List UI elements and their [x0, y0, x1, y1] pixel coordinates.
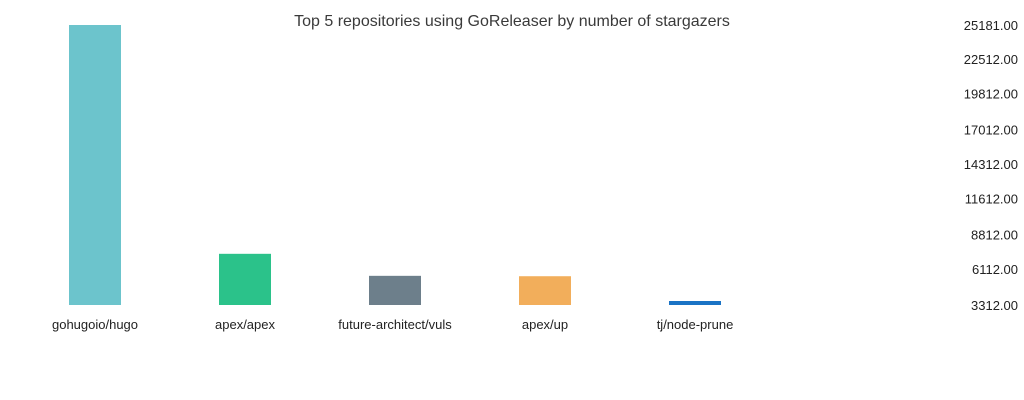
chart-title: Top 5 repositories using GoReleaser by n… [294, 13, 730, 30]
bar-2 [369, 275, 421, 305]
bar-4 [669, 301, 721, 305]
y-tick-label-2: 19812.00 [964, 87, 1018, 102]
bar-1 [219, 253, 271, 305]
category-label-3: apex/up [522, 317, 568, 332]
y-tick-label-0: 25181.00 [964, 18, 1018, 33]
bar-0 [69, 25, 121, 305]
category-label-2: future-architect/vuls [338, 317, 452, 332]
y-tick-label-7: 6112.00 [972, 262, 1018, 277]
y-tick-label-4: 14312.00 [964, 157, 1018, 172]
y-tick-label-6: 8812.00 [971, 228, 1018, 243]
category-labels-group: gohugoio/hugo apex/apex future-architect/v… [52, 317, 733, 332]
y-axis-ticks-group: 25181.00 22512.00 19812.00 17012.00 14312.00… [964, 18, 1018, 313]
y-tick-label-3: 17012.00 [964, 123, 1018, 138]
y-tick-label-1: 22512.00 [964, 52, 1018, 67]
y-tick-label-8: 3312.00 [971, 298, 1018, 313]
bars-group [69, 25, 721, 305]
category-label-4: tj/node-prune [657, 317, 734, 332]
category-label-0: gohugoio/hugo [52, 317, 138, 332]
bar-3 [519, 276, 571, 305]
category-label-1: apex/apex [215, 317, 275, 332]
y-tick-label-5: 11612.00 [965, 192, 1018, 207]
